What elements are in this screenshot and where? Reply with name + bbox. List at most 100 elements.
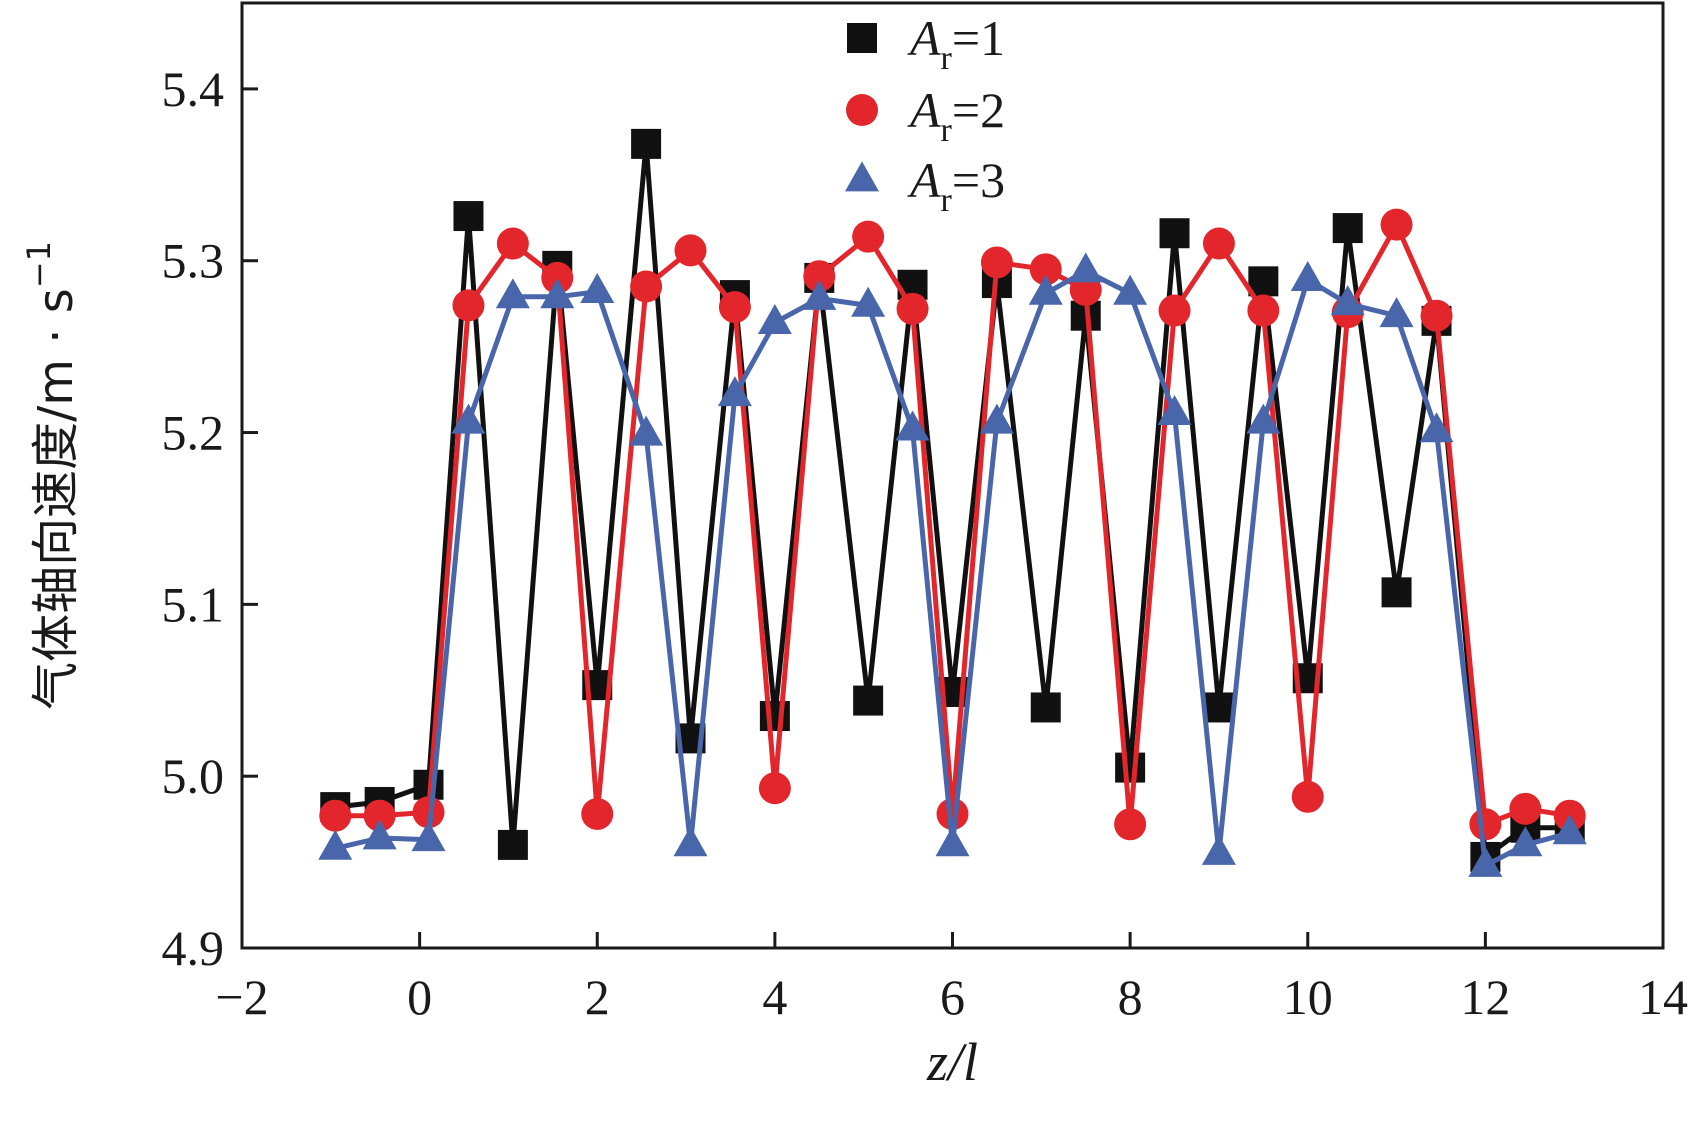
legend-item: Ar=3 [845,152,1005,219]
data-point-circle [363,799,396,832]
legend-var: A [907,82,941,138]
data-point-triangle [1201,834,1236,865]
data-point-triangle [1379,297,1414,328]
data-point-triangle [1552,814,1587,845]
x-tick-label: 6 [940,969,965,1025]
data-point-circle [496,227,529,260]
legend-var: A [907,10,941,66]
x-tick-label: 8 [1118,969,1143,1025]
legend-sub: r [941,40,953,77]
legend-item: Ar=2 [846,82,1005,149]
data-point-square [1381,577,1412,608]
data-point-triangle [629,415,664,446]
data-point-triangle [1028,274,1063,305]
data-point-square [1030,692,1061,723]
y-tick-label: 5.3 [162,233,225,289]
legend-value: =3 [952,152,1005,208]
data-point-circle [852,220,885,253]
data-point-triangle [895,410,930,441]
y-axis-title: 气体轴向速度/m · s−1 [20,241,84,710]
data-point-circle [1202,227,1235,260]
data-point-square [1203,692,1234,723]
data-point-triangle [757,303,792,334]
data-point-circle [758,772,791,805]
x-tick-label: 4 [762,969,787,1025]
data-point-triangle [495,278,530,309]
legend-item: Ar=1 [847,10,1005,77]
y-axis-title-main: 气体轴向速度/m · s [28,288,84,710]
data-point-triangle [1330,285,1365,316]
y-tick-label: 5.4 [162,61,225,117]
axis-ticks: −2 0 2 4 6 8 10 12 14 4.9 5.0 5.1 5.2 5.3 5.4 [162,61,1689,1025]
data-point-triangle [673,826,708,857]
series-layer [318,128,1587,877]
x-tick-label: 12 [1460,969,1510,1025]
data-point-triangle [580,273,615,304]
legend-label: Ar=3 [907,152,1005,219]
data-point-circle [581,797,614,830]
data-point-circle [452,289,485,322]
data-point-triangle [802,279,837,310]
data-point-circle [936,797,969,830]
y-tick-label: 5.0 [162,748,225,804]
data-point-triangle [1246,403,1281,434]
data-point-square [759,701,790,732]
data-point-circle [1469,808,1502,841]
data-point-circle [674,234,707,267]
data-point-triangle [451,403,486,434]
data-point-triangle [1508,826,1543,857]
x-tick-label: 2 [585,969,610,1025]
x-tick-label: −2 [215,969,268,1025]
data-point-circle [1380,208,1413,241]
data-point-triangle [540,278,575,309]
data-point-triangle [318,829,353,860]
y-axis-title-superscript: −1 [20,241,58,288]
data-point-circle [803,260,836,293]
data-point-circle [630,270,663,303]
data-point-triangle [935,826,970,857]
data-point-circle [980,246,1013,279]
data-point-circle [1291,780,1324,813]
data-point-square [631,128,662,159]
data-point-circle [896,292,929,325]
data-point-circle [319,799,352,832]
legend-var: A [907,152,941,208]
data-point-triangle [717,376,752,407]
data-point-square [497,829,528,860]
data-point-circle [718,291,751,324]
data-point-circle [1158,294,1191,327]
y-tick-label: 5.2 [162,405,225,461]
x-axis-title: z/l [926,1032,978,1092]
data-point-square [1159,218,1190,249]
data-point-circle [846,94,878,126]
legend-sub: r [941,182,953,219]
legend: Ar=1Ar=2Ar=3 [845,10,1005,219]
data-point-square [847,23,877,53]
data-point-triangle [845,161,879,192]
series-2 [319,208,1586,841]
data-point-square [1115,752,1146,783]
data-point-square [853,685,884,716]
x-tick-label: 10 [1283,969,1333,1025]
y-tick-label: 4.9 [162,920,225,976]
data-point-circle [1247,294,1280,327]
data-point-circle [1114,808,1147,841]
data-point-triangle [362,819,397,850]
data-point-triangle [1290,261,1325,292]
data-point-triangle [979,403,1014,434]
data-point-triangle [851,286,886,317]
x-tick-label: 0 [407,969,432,1025]
data-point-circle [1420,299,1453,332]
series-3 [318,252,1587,877]
data-point-triangle [1113,274,1148,305]
x-axis-title-text: z/l [926,1032,978,1092]
data-point-triangle [1468,846,1503,877]
data-point-triangle [1068,252,1103,283]
legend-label: Ar=2 [907,82,1005,149]
x-tick-label: 14 [1638,969,1688,1025]
data-point-square [453,201,484,232]
data-point-circle [541,261,574,294]
y-tick-label: 5.1 [162,576,225,632]
